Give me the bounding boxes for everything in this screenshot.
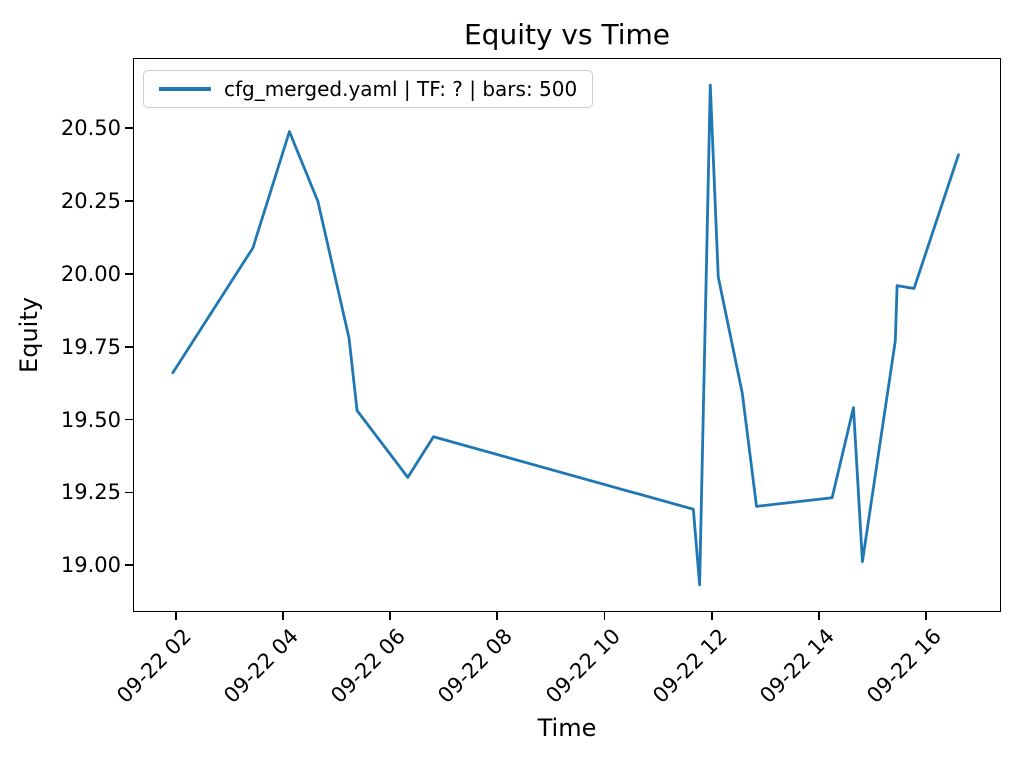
y-tick-label: 19.00	[60, 553, 121, 578]
x-tick-mark	[710, 612, 713, 620]
y-tick-label: 20.50	[60, 115, 121, 140]
x-tick-mark	[282, 612, 284, 620]
x-tick-mark	[817, 612, 820, 620]
chart-title: Equity vs Time	[463, 18, 671, 51]
x-tick-mark	[496, 612, 499, 620]
y-tick-mark	[125, 272, 133, 275]
x-tick-mark	[925, 612, 927, 620]
y-tick-mark	[125, 127, 133, 129]
y-tick-mark	[125, 564, 133, 567]
y-tick-mark	[125, 418, 133, 421]
plot-area	[133, 58, 1001, 612]
x-tick-mark	[174, 612, 177, 620]
y-tick-mark	[125, 199, 133, 202]
x-axis-label: Time	[537, 714, 597, 742]
y-tick-mark	[125, 491, 133, 494]
y-tick-label: 19.50	[60, 407, 121, 432]
y-tick-label: 19.75	[60, 334, 121, 359]
y-tick-label: 20.00	[60, 261, 121, 286]
y-tick-label: 20.25	[60, 188, 121, 213]
line-plot-canvas	[171, 83, 960, 587]
x-tick-mark	[389, 612, 392, 620]
legend-entry-label: cfg_merged.yaml | TF: ? | bars: 500	[224, 77, 578, 101]
legend-box: cfg_merged.yaml | TF: ? | bars: 500	[143, 70, 594, 108]
equity-line-series	[171, 83, 960, 587]
x-tick-mark	[603, 612, 606, 620]
y-tick-label: 19.25	[60, 480, 121, 505]
legend-line-swatch-icon	[159, 87, 211, 91]
y-tick-mark	[125, 345, 133, 348]
